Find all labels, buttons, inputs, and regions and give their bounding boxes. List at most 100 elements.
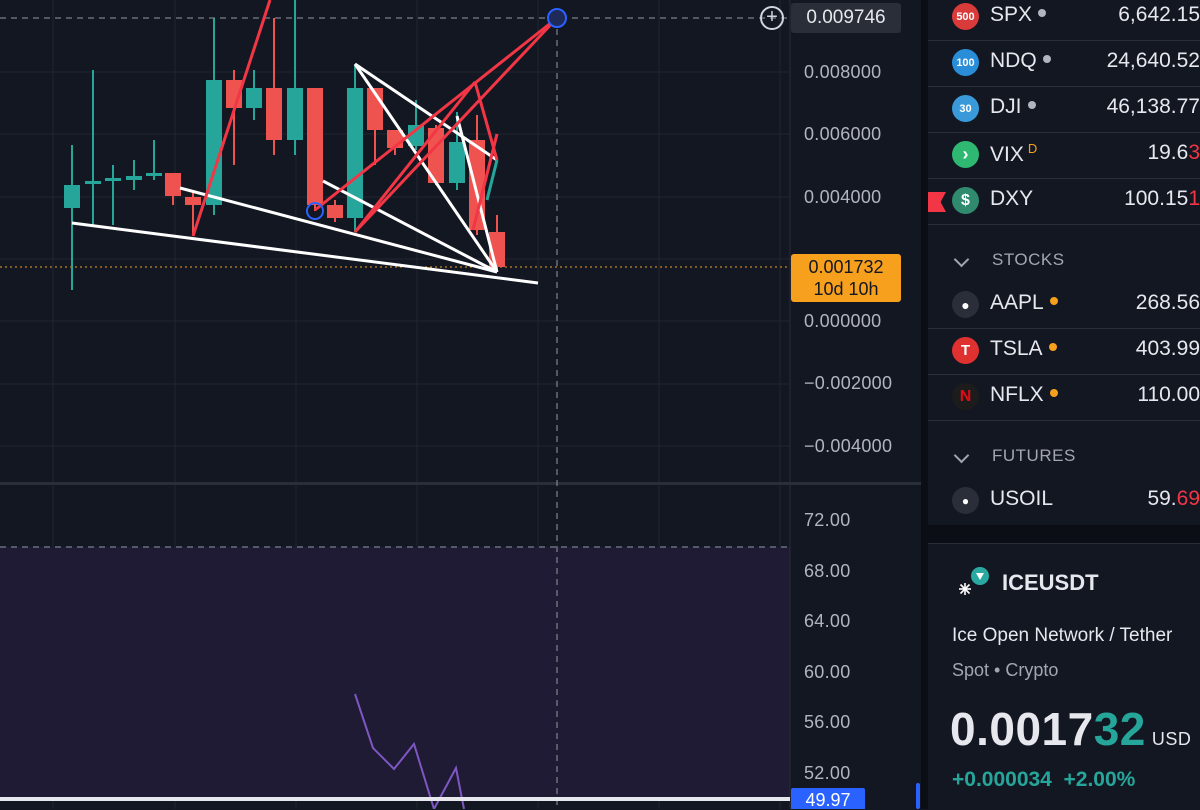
pane-separator <box>0 482 921 485</box>
netflix-icon: N <box>952 383 979 410</box>
symbol-type: Spot • Crypto <box>952 660 1059 680</box>
price-value: 268.56 <box>1135 291 1200 314</box>
section-label: FUTURES <box>992 446 1076 465</box>
rsi-axis-label: 72.00 <box>804 510 851 530</box>
symbol-label: NFLX <box>990 383 1044 406</box>
section-futures[interactable]: FUTURES <box>928 440 1200 480</box>
candle-body <box>206 80 222 205</box>
rsi-axis-label: 60.00 <box>804 662 851 682</box>
candle-body <box>105 178 121 181</box>
market-status-icon <box>1048 343 1057 352</box>
market-status-icon <box>1038 9 1047 18</box>
white-fan-drawing <box>71 62 539 285</box>
rsi-axis-label: 64.00 <box>804 611 851 631</box>
price-value: 110.00 <box>1137 383 1200 406</box>
price-value: 6,642.15 <box>1118 3 1200 26</box>
dji-icon: 30 <box>952 95 979 122</box>
price-value: 100.151 <box>1124 187 1200 210</box>
price-axis-label: −0.002000 <box>804 373 893 393</box>
tesla-icon: T <box>952 337 979 364</box>
symbol-label: TSLA <box>990 337 1043 360</box>
watchlist-row-ndq[interactable]: 100 NDQ 24,640.52 <box>928 40 1200 87</box>
last-price: 0.001732 USD <box>950 703 1192 755</box>
watchlist-row-vix[interactable]: › VIX D 19.63 <box>928 132 1200 179</box>
symbol-label: NDQ <box>990 49 1037 72</box>
price-axis-label: 0.004000 <box>804 187 882 207</box>
watchlist-row-spx[interactable]: 500 SPX 6,642.15 <box>928 0 1200 41</box>
symbol-label: AAPL <box>990 291 1044 314</box>
watchlist-row-dxy[interactable]: $ DXY 100.151 <box>928 178 1200 225</box>
candle-body <box>246 88 262 108</box>
flag-icon[interactable] <box>928 192 946 212</box>
candle-body <box>327 205 343 218</box>
anchor-point-icon <box>306 202 324 220</box>
symbol-details-panel: ICEUSDT Ice Open Network / Tether Spot •… <box>928 543 1200 810</box>
rsi-axis-label: 56.00 <box>804 712 851 732</box>
price-value: 24,640.52 <box>1106 49 1200 72</box>
apple-icon: ● <box>952 291 979 318</box>
watchlist-row-nflx[interactable]: N NFLX 110.00 <box>928 374 1200 421</box>
panel-gap <box>928 525 1200 543</box>
oil-drop-icon: ● <box>952 487 979 514</box>
market-status-icon <box>1049 389 1058 398</box>
panel-divider[interactable] <box>921 0 928 809</box>
dxy-icon: $ <box>952 187 979 214</box>
crosshair-price-label: 0.009746 <box>791 3 901 33</box>
candle-body <box>185 197 201 205</box>
watchlist-row-tsla[interactable]: T TSLA 403.99 <box>928 328 1200 375</box>
current-price-tag: 0.001732 10d 10h <box>791 254 901 302</box>
candle-body <box>347 88 363 218</box>
candle-body <box>146 173 162 176</box>
rsi-axis-label: 52.00 <box>804 763 851 783</box>
price-value: 46,138.77 <box>1106 95 1200 118</box>
watchlist-row-aapl[interactable]: ● AAPL 268.56 <box>928 282 1200 329</box>
symbol-label: DJI <box>990 95 1022 118</box>
candle-body <box>165 173 181 196</box>
delayed-badge: D <box>1027 141 1038 156</box>
current-price-value: 0.001732 <box>808 257 884 277</box>
watchlist-row-dji[interactable]: 30 DJI 46,138.77 <box>928 86 1200 133</box>
symbol-label: USOIL <box>990 487 1054 510</box>
symbol-title: ICEUSDT <box>1002 570 1099 595</box>
price-chart[interactable]: + 0.009746 0.008000 0.006000 0.004000 0.… <box>0 0 921 809</box>
section-label: STOCKS <box>992 250 1065 269</box>
price-value: 59.69 <box>1147 487 1200 510</box>
candlestick-series <box>64 0 505 290</box>
market-status-icon <box>1027 101 1036 110</box>
rsi-axis-label: 68.00 <box>804 561 851 581</box>
candle-body <box>266 88 282 140</box>
add-alert-icon[interactable]: + <box>760 6 784 30</box>
price-axis-label: 0.008000 <box>804 62 882 82</box>
red-trend-drawing <box>191 0 559 237</box>
price-change: +0.000034 +2.00% <box>952 768 1136 791</box>
market-status-icon <box>1042 55 1051 64</box>
candle-body <box>126 176 142 180</box>
market-status-icon <box>1049 297 1058 306</box>
price-axis-label: 0.000000 <box>804 311 882 331</box>
section-stocks[interactable]: STOCKS <box>928 244 1200 284</box>
price-value: 19.63 <box>1147 141 1200 164</box>
symbol-full-name: Ice Open Network / Tether <box>952 625 1173 646</box>
ndq-icon: 100 <box>952 49 979 76</box>
symbol-label: SPX <box>990 3 1033 26</box>
watchlist-row-usoil[interactable]: ● USOIL 59.69 <box>928 478 1200 524</box>
ice-network-logo-icon <box>959 567 989 595</box>
rsi-band <box>0 547 790 798</box>
chart-canvas[interactable] <box>0 0 921 809</box>
rsi-value-tag: 49.97 <box>791 788 865 809</box>
price-axis-label: 0.006000 <box>804 124 882 144</box>
vix-icon: › <box>952 141 979 168</box>
price-axis-label: −0.004000 <box>804 436 893 456</box>
symbol-label: DXY <box>990 187 1034 210</box>
price-value: 403.99 <box>1135 337 1200 360</box>
candle-body <box>85 181 101 184</box>
spx-icon: 500 <box>952 3 979 30</box>
chevron-down-icon <box>953 447 970 464</box>
crosshair-anchor-icon[interactable] <box>547 8 567 28</box>
symbol-label: VIX <box>990 143 1024 166</box>
candle-body <box>287 88 303 140</box>
candle-body <box>64 185 80 208</box>
chevron-down-icon <box>953 251 970 268</box>
candle-body <box>449 142 465 183</box>
scrollbar[interactable] <box>916 783 920 809</box>
